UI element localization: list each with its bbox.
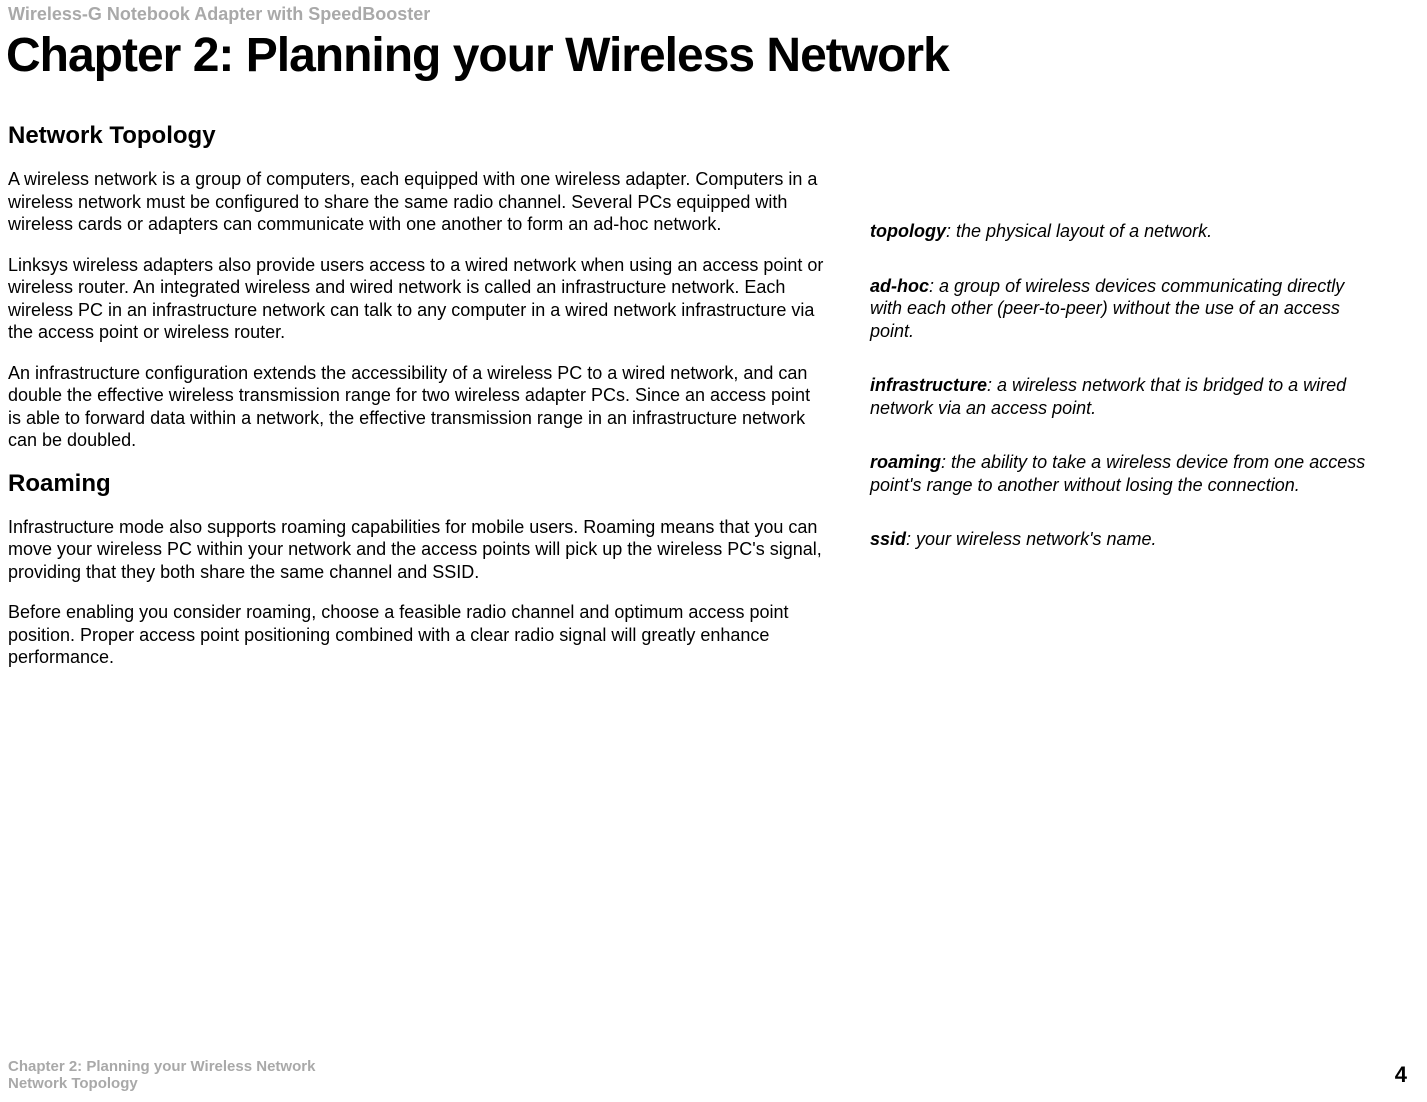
section-heading-topology: Network Topology [8,122,828,150]
body-paragraph: An infrastructure configuration extends … [8,362,828,452]
glossary-definition: : your wireless network's name. [906,529,1157,549]
document-page: Wireless-G Notebook Adapter with SpeedBo… [0,0,1427,1102]
body-paragraph: Linksys wireless adapters also provide u… [8,254,828,344]
glossary-definition: : the ability to take a wireless device … [870,452,1365,495]
glossary-term: ad-hoc [870,276,929,296]
body-paragraph: A wireless network is a group of compute… [8,168,828,236]
glossary-term: roaming [870,452,941,472]
running-header: Wireless-G Notebook Adapter with SpeedBo… [8,4,430,25]
glossary-definition: : a group of wireless devices communicat… [870,276,1344,341]
page-number: 4 [1395,1062,1407,1088]
footer-section-label: Network Topology [8,1075,1419,1092]
glossary-term: infrastructure [870,375,987,395]
sidebar-column: topology: the physical layout of a netwo… [870,220,1370,583]
body-paragraph: Before enabling you consider roaming, ch… [8,601,828,669]
glossary-term: topology [870,221,946,241]
chapter-title: Chapter 2: Planning your Wireless Networ… [6,28,949,83]
glossary-item-topology: topology: the physical layout of a netwo… [870,220,1370,243]
glossary-item-infrastructure: infrastructure: a wireless network that … [870,374,1370,419]
glossary-definition: : the physical layout of a network. [946,221,1212,241]
glossary-term: ssid [870,529,906,549]
glossary-item-ssid: ssid: your wireless network's name. [870,528,1370,551]
section-heading-roaming: Roaming [8,470,828,498]
glossary-item-adhoc: ad-hoc: a group of wireless devices comm… [870,275,1370,343]
main-column: Network Topology A wireless network is a… [8,122,828,687]
glossary-item-roaming: roaming: the ability to take a wireless … [870,451,1370,496]
footer-chapter-label: Chapter 2: Planning your Wireless Networ… [8,1058,1419,1075]
body-paragraph: Infrastructure mode also supports roamin… [8,516,828,584]
page-footer: Chapter 2: Planning your Wireless Networ… [8,1058,1419,1092]
